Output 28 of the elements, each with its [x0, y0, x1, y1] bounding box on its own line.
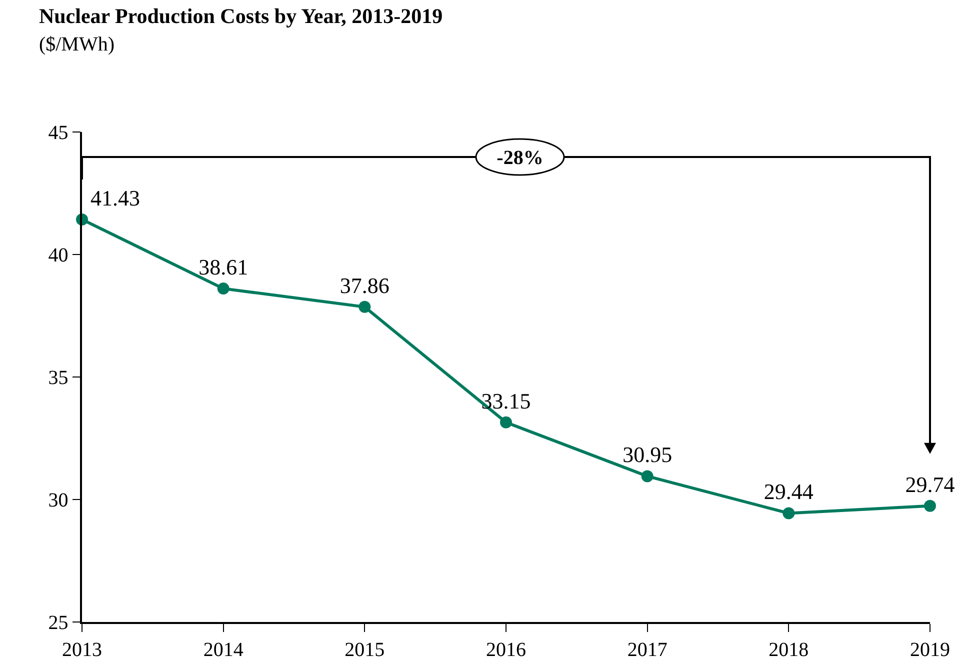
- chart-subtitle: ($/MWh): [38, 33, 115, 56]
- y-tick-label: 25: [48, 612, 68, 634]
- y-tick-label: 30: [48, 490, 68, 512]
- data-label: 29.44: [764, 479, 814, 504]
- data-label: 33.15: [481, 388, 531, 414]
- data-label: 30.95: [622, 442, 672, 468]
- annotation: -28%: [496, 147, 544, 169]
- point: [641, 470, 654, 482]
- x-tick-label: 2015: [344, 638, 385, 660]
- data-label: 41.43: [90, 185, 140, 210]
- x-tick-label: 2014: [203, 638, 244, 660]
- y-tick-label: 35: [48, 367, 68, 389]
- x-tick-label: 2018: [768, 638, 809, 660]
- x-tick-label: 2016: [486, 638, 526, 660]
- x-tick-label: 2017: [627, 638, 668, 660]
- data-label: 38.61: [198, 254, 248, 280]
- y-tick-label: 40: [48, 244, 68, 266]
- point: [782, 507, 795, 520]
- data-label: 29.74: [905, 472, 955, 497]
- x-tick-label: 2019: [910, 638, 950, 660]
- point: [358, 300, 371, 313]
- x-tick-label: 2013: [62, 638, 102, 660]
- data-label: 37.86: [340, 272, 390, 298]
- point: [500, 416, 512, 428]
- y-tick-label: 45: [48, 122, 68, 144]
- point: [924, 500, 936, 512]
- chart-title: Nuclear Production Costs by Year, 2013-2019: [38, 4, 443, 28]
- point: [217, 282, 230, 295]
